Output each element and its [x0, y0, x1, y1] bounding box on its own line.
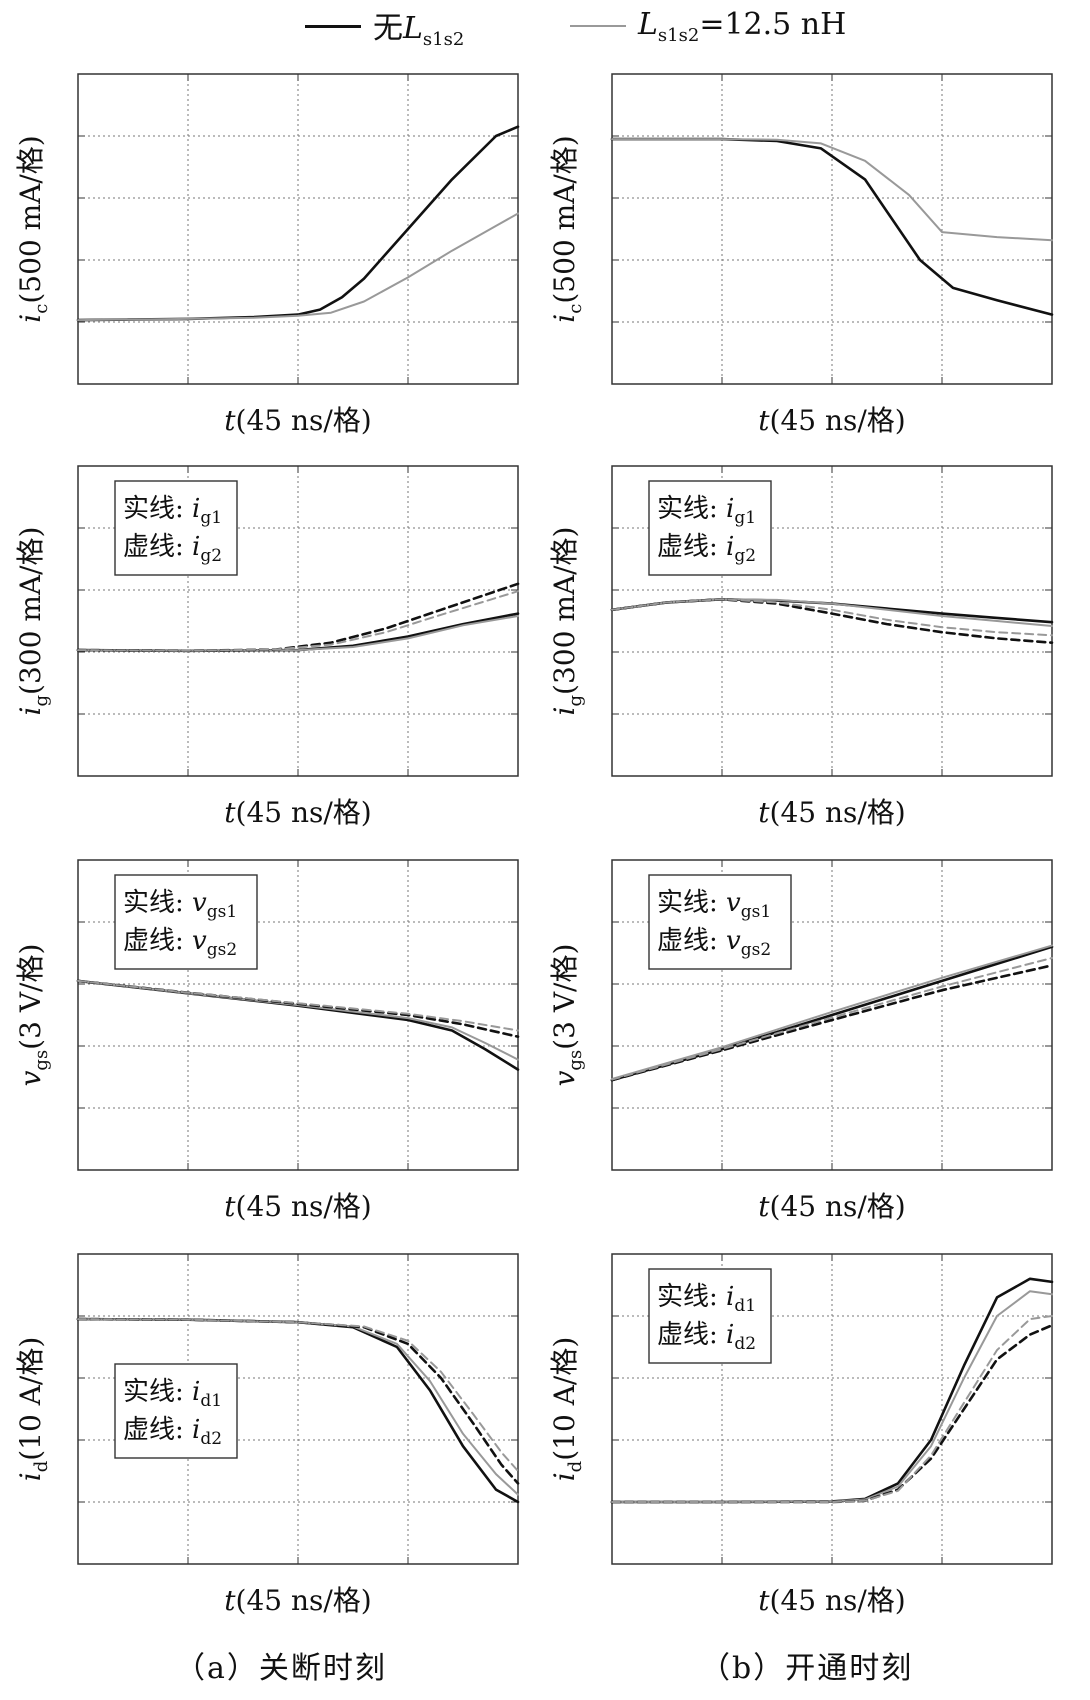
y-axis-label: id(10 A/格)	[548, 1337, 586, 1482]
x-axis-label: t(45 ns/格)	[224, 404, 371, 437]
plot-frame	[77, 1253, 519, 1565]
legend-label-no-l: 无Ls1s2	[373, 10, 465, 50]
annotation-box	[648, 874, 792, 970]
x-axis-label: t(45 ns/格)	[758, 1190, 905, 1223]
annotation-solid-label: 实线: id1	[123, 1377, 222, 1411]
x-axis-label: t(45 ns/格)	[224, 1190, 371, 1223]
series-line-with_L-dashed	[611, 598, 1053, 637]
annotation-dashed-label: 虚线: ig2	[123, 532, 222, 566]
series-line-no_L-solid	[610, 945, 1054, 1082]
annotation-solid-label: 实线: vgs1	[657, 888, 771, 922]
caption-right: （b）开通时刻	[700, 1651, 914, 1686]
annotation-solid-label: 实线: id1	[657, 1282, 756, 1316]
y-axis-label: id(10 A/格)	[14, 1337, 52, 1482]
legend-line-solid-black	[305, 24, 361, 28]
annotation-box	[114, 1363, 238, 1459]
chart-id-off: t(45 ns/格) id(10 A/格) 实线: id1 虚线: id2	[14, 1253, 520, 1617]
annotation-dashed-label: 虚线: ig2	[657, 532, 756, 566]
x-axis-label: t(45 ns/格)	[758, 404, 905, 437]
y-axis-label: vgs(3 V/格)	[548, 944, 586, 1087]
series-line-no_L-dashed	[610, 964, 1054, 1082]
series-line-with_L-dashed	[611, 957, 1053, 1081]
series-line-with_L-solid	[77, 212, 519, 322]
plot-frame	[77, 859, 519, 1171]
legend-item-with-l: Ls1s2=12.5 nH	[570, 6, 847, 46]
y-axis-label: ic(500 mA/格)	[548, 135, 586, 322]
annotation-solid-label: 实线: vgs1	[123, 888, 237, 922]
series-line-with_L-dashed	[77, 979, 519, 1032]
annotation-solid-label: 实线: ig1	[123, 494, 222, 528]
annotation-box	[114, 480, 238, 576]
caption-left: （a）关断时刻	[175, 1651, 387, 1686]
chart-ic-on: t(45 ns/格) ic(500 mA/格)	[548, 73, 1054, 437]
y-axis-label: ig(300 mA/格)	[548, 527, 586, 716]
legend-line-solid-gray	[570, 25, 626, 27]
x-axis-label: t(45 ns/格)	[224, 796, 371, 829]
chart-ig-on: t(45 ns/格) ig(300 mA/格) 实线: ig1 虚线: ig2	[548, 465, 1054, 829]
chart-vgs-on: t(45 ns/格) vgs(3 V/格) 实线: vgs1 虚线: vgs2	[548, 859, 1054, 1223]
legend-label-with-l: Ls1s2=12.5 nH	[638, 6, 847, 46]
chart-id-on: t(45 ns/格) id(10 A/格) 实线: id1 虚线: id2	[548, 1253, 1054, 1617]
plot-frame	[77, 73, 519, 385]
series-line-with_L-solid	[611, 138, 1053, 242]
legend: 无Ls1s2 Ls1s2=12.5 nH	[0, 0, 1090, 60]
annotation-solid-label: 实线: ig1	[657, 494, 756, 528]
legend-item-no-l: 无Ls1s2	[305, 8, 464, 50]
plot-frame	[611, 1253, 1053, 1565]
series-line-with_L-dashed	[611, 1315, 1053, 1503]
plot-frame	[611, 859, 1053, 1171]
annotation-box	[114, 874, 258, 970]
series-line-with_L-solid	[611, 944, 1053, 1080]
x-axis-label: t(45 ns/格)	[758, 796, 905, 829]
annotation-dashed-label: 虚线: id2	[657, 1320, 756, 1354]
series-line-with_L-dashed	[77, 590, 519, 652]
annotation-dashed-label: 虚线: id2	[123, 1415, 222, 1449]
x-axis-label: t(45 ns/格)	[224, 1584, 371, 1617]
plot-frame	[611, 73, 1053, 385]
y-axis-label: ig(300 mA/格)	[14, 527, 52, 716]
chart-ic-off: t(45 ns/格) ic(500 mA/格)	[14, 73, 520, 437]
annotation-dashed-label: 虚线: vgs2	[123, 926, 237, 960]
y-axis-label: ic(500 mA/格)	[14, 135, 52, 322]
y-axis-label: vgs(3 V/格)	[14, 944, 52, 1087]
annotation-dashed-label: 虚线: vgs2	[657, 926, 771, 960]
chart-ig-off: t(45 ns/格) ig(300 mA/格) 实线: ig1 虚线: ig2	[14, 465, 520, 829]
annotation-box	[648, 1268, 772, 1364]
chart-vgs-off: t(45 ns/格) vgs(3 V/格) 实线: vgs1 虚线: vgs2	[14, 859, 520, 1223]
x-axis-label: t(45 ns/格)	[758, 1584, 905, 1617]
series-line-with_L-dashed	[77, 1318, 519, 1472]
annotation-box	[648, 480, 772, 576]
plot-frame	[77, 465, 519, 777]
